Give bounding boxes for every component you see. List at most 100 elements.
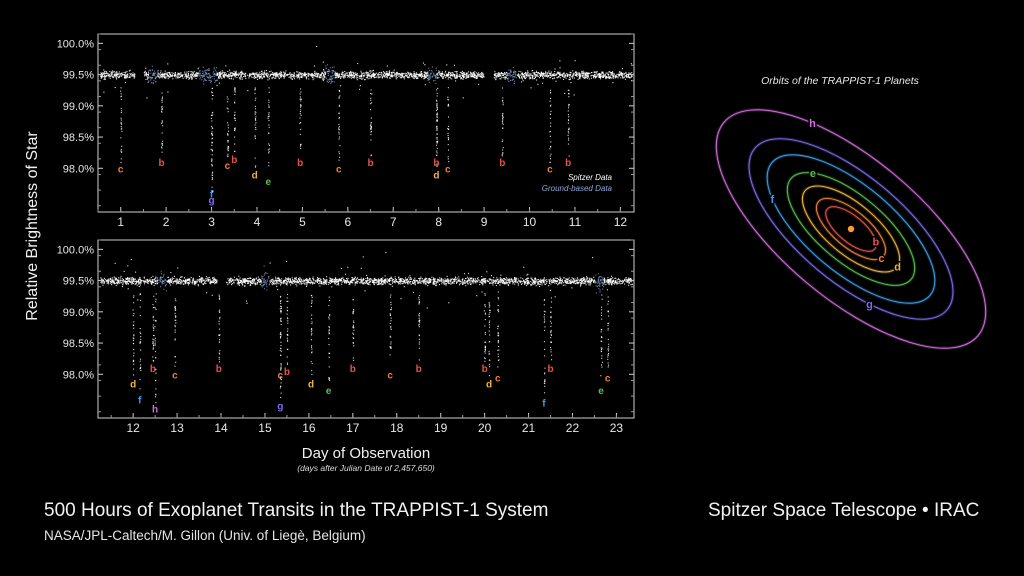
data-point bbox=[226, 76, 228, 78]
data-point bbox=[211, 76, 214, 78]
data-point bbox=[329, 280, 331, 282]
data-point bbox=[179, 279, 181, 281]
data-point bbox=[300, 280, 302, 283]
data-point bbox=[252, 77, 254, 79]
transit-point bbox=[447, 96, 449, 98]
transit-point bbox=[567, 107, 570, 109]
legend-spitzer: Spitzer Data bbox=[568, 173, 613, 182]
data-point bbox=[283, 76, 285, 78]
data-point bbox=[585, 282, 587, 284]
data-point bbox=[424, 281, 426, 283]
data-point bbox=[469, 73, 471, 76]
data-point bbox=[604, 73, 606, 75]
data-point bbox=[341, 73, 343, 75]
data-point bbox=[562, 282, 565, 284]
data-point bbox=[266, 280, 268, 282]
transit-point bbox=[436, 108, 438, 110]
data-point bbox=[103, 71, 106, 73]
data-point bbox=[272, 75, 274, 77]
data-point bbox=[328, 69, 330, 71]
transit-point bbox=[211, 163, 213, 165]
data-point bbox=[206, 75, 208, 77]
data-point bbox=[246, 302, 248, 304]
data-point bbox=[449, 76, 451, 78]
transit-point bbox=[436, 104, 438, 107]
data-point bbox=[585, 74, 587, 76]
data-point bbox=[351, 74, 353, 76]
data-point bbox=[387, 279, 389, 281]
data-point bbox=[469, 277, 471, 279]
data-point bbox=[398, 276, 400, 278]
data-point bbox=[561, 279, 563, 281]
data-point bbox=[386, 65, 388, 67]
data-point bbox=[535, 70, 538, 72]
transit-point bbox=[162, 125, 164, 127]
data-point bbox=[116, 74, 118, 76]
data-point bbox=[409, 72, 411, 74]
data-point bbox=[321, 280, 323, 282]
data-point bbox=[323, 283, 325, 285]
data-point bbox=[527, 72, 529, 74]
data-point bbox=[587, 75, 589, 77]
data-point bbox=[388, 73, 390, 75]
data-point bbox=[159, 281, 162, 283]
data-point bbox=[191, 74, 193, 76]
data-point bbox=[610, 283, 612, 285]
data-point bbox=[187, 278, 189, 280]
data-point bbox=[219, 72, 221, 74]
data-point bbox=[377, 77, 379, 79]
data-point bbox=[602, 76, 604, 78]
data-point bbox=[367, 74, 370, 76]
transit-point bbox=[300, 104, 302, 106]
transit-point bbox=[436, 129, 438, 132]
data-point bbox=[414, 284, 416, 286]
data-point bbox=[323, 70, 325, 72]
data-point bbox=[507, 281, 509, 283]
data-point bbox=[308, 75, 310, 77]
transit-point bbox=[436, 114, 438, 116]
data-point bbox=[109, 278, 111, 280]
data-point bbox=[360, 267, 362, 269]
data-point bbox=[553, 281, 555, 283]
data-point bbox=[103, 73, 105, 75]
data-point bbox=[340, 76, 342, 78]
data-point bbox=[598, 277, 600, 279]
data-point bbox=[576, 277, 578, 279]
data-point bbox=[468, 74, 470, 76]
data-point bbox=[510, 75, 512, 77]
data-point bbox=[327, 74, 329, 76]
data-point bbox=[401, 75, 403, 77]
data-point bbox=[279, 280, 281, 282]
data-point bbox=[121, 72, 123, 74]
data-point bbox=[590, 278, 592, 280]
data-point bbox=[177, 76, 179, 78]
data-point bbox=[283, 72, 285, 74]
data-point bbox=[451, 72, 453, 74]
data-point bbox=[443, 282, 445, 284]
data-point bbox=[325, 73, 327, 75]
data-point bbox=[598, 75, 600, 78]
data-point bbox=[533, 283, 535, 285]
data-point bbox=[631, 75, 633, 77]
data-point bbox=[207, 76, 209, 78]
transit-point bbox=[502, 123, 504, 125]
data-point bbox=[446, 74, 448, 77]
data-point bbox=[215, 80, 217, 82]
data-point bbox=[209, 282, 211, 284]
data-point bbox=[351, 74, 353, 77]
data-point bbox=[116, 75, 118, 77]
data-point bbox=[162, 72, 164, 74]
data-point bbox=[495, 78, 497, 80]
data-point bbox=[550, 75, 552, 77]
data-point bbox=[467, 279, 469, 281]
data-point bbox=[403, 282, 405, 284]
data-point bbox=[567, 282, 569, 284]
transit-point bbox=[436, 92, 438, 94]
data-point bbox=[331, 278, 333, 280]
data-point bbox=[264, 70, 266, 72]
transit-point bbox=[161, 106, 163, 108]
data-point bbox=[424, 72, 426, 74]
data-point bbox=[101, 76, 103, 78]
data-point bbox=[540, 73, 542, 75]
data-point bbox=[492, 280, 494, 282]
